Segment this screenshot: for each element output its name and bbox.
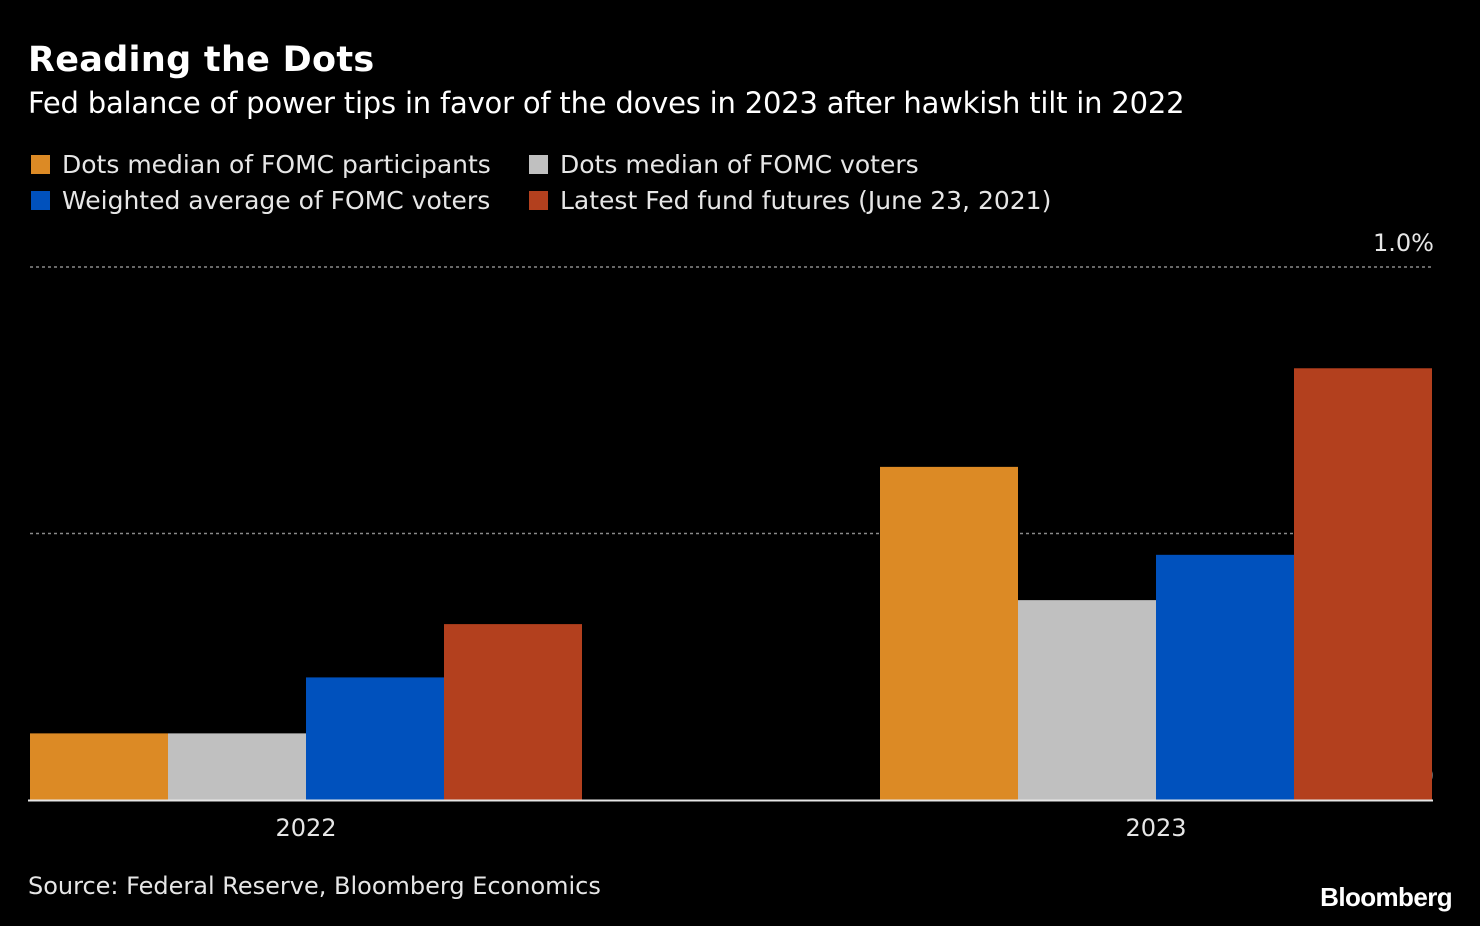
bar-2023-series-1 [1018,600,1156,800]
legend-swatch-voters-median [529,154,548,174]
chart-subtitle: Fed balance of power tips in favor of th… [28,86,1185,120]
legend-swatch-weighted-average [31,190,50,210]
legend-item-participants-median: Dots median of FOMC participants [31,150,491,179]
legend-label-fed-fund-futures: Latest Fed fund futures (June 23, 2021) [560,186,1052,215]
chart-title: Reading the Dots [28,40,375,80]
source-note: Source: Federal Reserve, Bloomberg Econo… [28,872,601,900]
legend-swatch-fed-fund-futures [529,190,548,210]
bar-2022-series-1 [168,733,306,800]
legend-label-participants-median: Dots median of FOMC participants [62,150,491,179]
x-tick-label-2023: 2023 [1125,814,1186,842]
bar-2022-series-2 [306,677,444,800]
legend-swatch-participants-median [31,154,50,174]
legend-label-voters-median: Dots median of FOMC voters [560,150,919,179]
bar-2023-series-2 [1156,554,1294,800]
legend-item-voters-median: Dots median of FOMC voters [529,150,919,179]
bar-2023-series-3 [1294,368,1432,800]
bloomberg-logo: Bloomberg [1320,882,1452,912]
x-tick-label-2022: 2022 [275,814,336,842]
bar-2022-series-0 [30,733,168,800]
legend-label-weighted-average: Weighted average of FOMC voters [62,186,491,215]
y-tick-label-2: 1.0% [1373,229,1434,257]
bar-2023-series-0 [880,466,1018,800]
legend-item-weighted-average: Weighted average of FOMC voters [31,186,490,215]
legend-item-fed-fund-futures: Latest Fed fund futures (June 23, 2021) [529,186,1051,215]
bar-2022-series-3 [444,624,582,800]
